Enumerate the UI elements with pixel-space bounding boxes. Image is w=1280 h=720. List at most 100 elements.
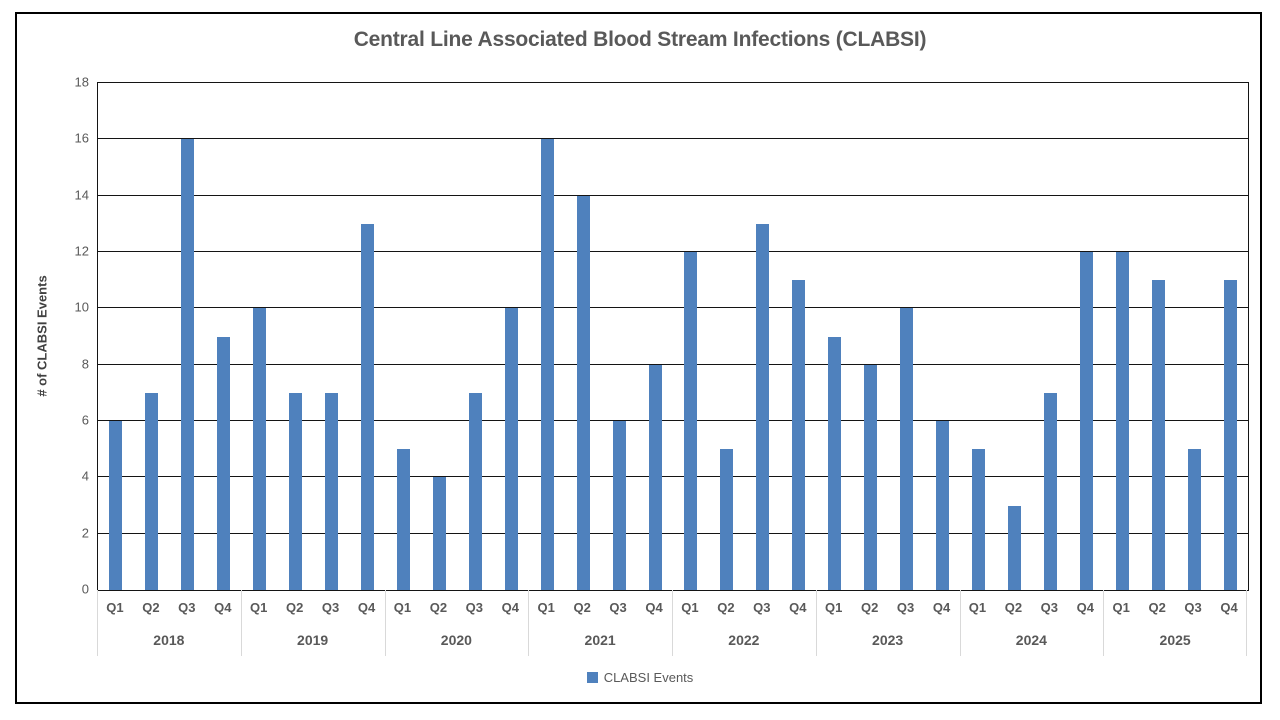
bar-2022-Q1 (684, 252, 698, 590)
bar-2021-Q2 (576, 195, 590, 590)
bar-2025-Q3 (1187, 449, 1201, 590)
x-quarter-label: Q1 (1112, 600, 1130, 615)
y-tick-label-18: 18 (74, 74, 89, 90)
x-quarter-label: Q4 (932, 600, 951, 615)
x-group-separator (1103, 590, 1105, 656)
legend-label: CLABSI Events (603, 670, 694, 685)
gridline-y-14 (98, 194, 1248, 196)
x-quarter-label: Q1 (106, 600, 124, 615)
x-quarter-label: Q3 (609, 600, 627, 615)
x-group-separator (815, 590, 817, 656)
x-group-separator (97, 590, 98, 656)
y-tick-label-14: 14 (74, 187, 89, 203)
bar-2018-Q3 (181, 139, 195, 590)
bar-2019-Q4 (361, 223, 375, 590)
chart-title: Central Line Associated Blood Stream Inf… (353, 28, 927, 51)
x-quarter-label: Q3 (1040, 600, 1059, 615)
gridline-y-4 (98, 476, 1248, 478)
x-year-label-2019: 2019 (297, 632, 329, 648)
x-quarter-label: Q1 (681, 600, 699, 615)
bar-2024-Q4 (1079, 252, 1093, 590)
x-quarter-label: Q4 (789, 600, 807, 615)
x-quarter-label: Q4 (501, 600, 519, 615)
bar-2023-Q1 (828, 336, 842, 590)
y-tick-label-12: 12 (74, 243, 89, 259)
x-quarter-label: Q1 (393, 600, 412, 615)
bar-2021-Q3 (612, 421, 626, 590)
y-tick-label-4: 4 (81, 468, 89, 484)
bar-2018-Q4 (217, 336, 231, 590)
x-quarter-label: Q3 (465, 600, 484, 615)
bar-2020-Q4 (504, 308, 518, 590)
x-year-label-2023: 2023 (872, 632, 904, 648)
bar-2025-Q1 (1115, 252, 1129, 590)
bar-2019-Q1 (253, 308, 267, 590)
bar-2019-Q3 (325, 392, 339, 590)
x-quarter-label: Q2 (142, 600, 160, 615)
y-tick-label-6: 6 (81, 412, 89, 428)
x-quarter-label: Q2 (285, 600, 304, 615)
x-axis-labels: Q1 Q2 Q3 Q4 2018 Q1 Q2 Q3 Q4 2019 Q1 Q2 Q3 Q4 2020 Q1 Q2… (97, 590, 1247, 656)
x-quarter-label: Q3 (753, 600, 771, 615)
bar-2024-Q1 (971, 449, 985, 590)
x-quarter-label: Q2 (717, 600, 735, 615)
gridline-y-6 (98, 420, 1248, 421)
x-group-separator (528, 590, 530, 656)
legend: CLABSI Events (0, 670, 1280, 685)
gridline-y-2 (98, 532, 1248, 534)
y-tick-label-2: 2 (81, 525, 89, 541)
x-group-separator (672, 590, 673, 656)
x-group-separator (240, 590, 242, 656)
x-year-label-2025: 2025 (1159, 632, 1191, 648)
bar-2023-Q2 (864, 364, 878, 590)
x-quarter-label: Q2 (860, 600, 879, 615)
bar-2022-Q4 (792, 280, 806, 590)
x-quarter-label: Q4 (357, 600, 376, 615)
gridline-y-10 (98, 307, 1248, 309)
plot-area (97, 82, 1249, 591)
x-group-separator (384, 590, 386, 656)
x-group-separator (959, 590, 961, 656)
x-quarter-label: Q3 (896, 600, 915, 615)
y-axis-tick-labels: 0 2 4 6 8 10 12 14 16 18 (0, 75, 89, 597)
x-quarter-label: Q3 (178, 600, 196, 615)
gridline-y-8 (98, 363, 1248, 365)
x-quarter-label: Q4 (214, 600, 232, 615)
x-year-label-2020: 2020 (440, 632, 472, 648)
legend-swatch-icon (586, 672, 598, 683)
bar-2025-Q2 (1151, 280, 1165, 590)
bar-2020-Q1 (396, 449, 410, 590)
gridline-y-12 (98, 251, 1248, 252)
bar-2023-Q4 (936, 421, 950, 590)
x-year-label-2021: 2021 (584, 632, 616, 648)
bar-2024-Q3 (1043, 392, 1057, 590)
bar-2025-Q4 (1223, 280, 1237, 590)
y-tick-label-16: 16 (74, 130, 89, 146)
bar-2018-Q1 (109, 421, 123, 590)
x-quarter-label: Q4 (645, 600, 663, 615)
bar-2023-Q3 (900, 308, 914, 590)
bar-2021-Q4 (648, 364, 662, 590)
bar-2022-Q2 (720, 449, 734, 590)
x-year-label-2024: 2024 (1015, 632, 1047, 648)
y-tick-label-0: 0 (81, 581, 89, 597)
x-quarter-label: Q2 (1148, 600, 1166, 615)
x-quarter-label: Q3 (1184, 600, 1202, 615)
x-quarter-label: Q2 (1004, 600, 1023, 615)
gridline-y-16 (98, 138, 1248, 140)
x-quarter-label: Q4 (1220, 600, 1238, 615)
bar-2019-Q2 (289, 392, 303, 590)
x-quarter-label: Q2 (573, 600, 591, 615)
x-quarter-label: Q1 (250, 600, 268, 615)
x-quarter-label: Q3 (321, 600, 340, 615)
x-group-separator (1246, 590, 1247, 656)
x-quarter-label: Q2 (429, 600, 448, 615)
y-tick-label-8: 8 (81, 356, 89, 372)
x-quarter-label: Q1 (537, 600, 555, 615)
x-year-label-2022: 2022 (728, 632, 760, 648)
bar-2021-Q1 (540, 139, 554, 590)
x-year-label-2018: 2018 (153, 632, 185, 648)
x-quarter-label: Q1 (825, 600, 843, 615)
bar-2020-Q2 (432, 477, 446, 590)
